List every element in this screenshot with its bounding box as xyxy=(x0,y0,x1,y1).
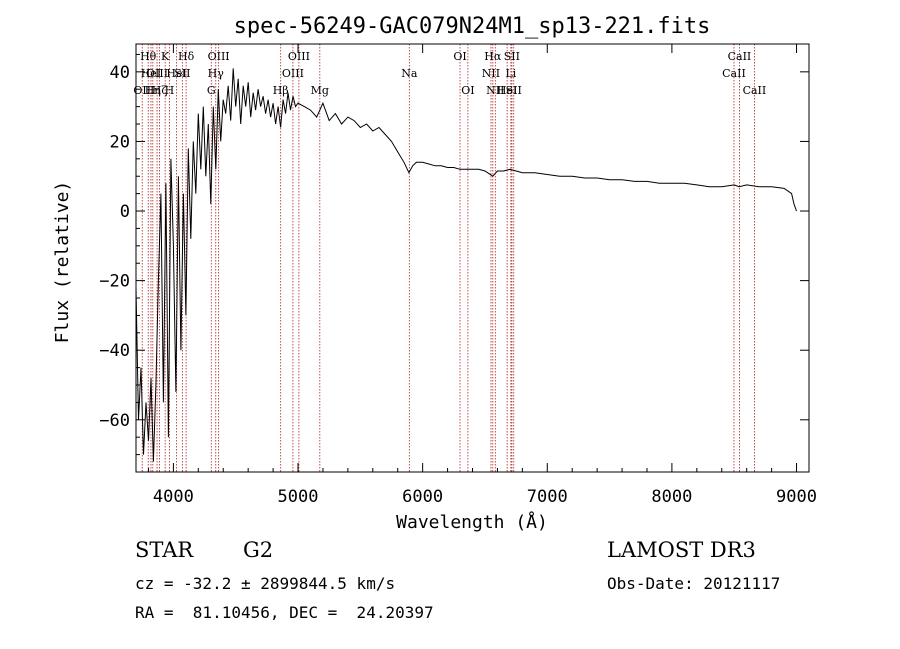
x-axis-ticks: 4000 5000 6000 7000 8000 9000 xyxy=(147,44,817,507)
line-label-9: SII xyxy=(174,67,190,80)
line-label-12: Hγ xyxy=(208,67,225,80)
plot-frame xyxy=(135,43,810,473)
line-label-17: Mg xyxy=(311,84,329,97)
y-tick-label-4: 20 xyxy=(110,132,130,152)
line-label-3: Hη xyxy=(145,84,161,97)
emission-line-markers xyxy=(141,44,755,472)
line-label-25: SII xyxy=(504,50,520,63)
redshift-cz: cz = -32.2 ± 2899844.5 km/s xyxy=(135,574,396,593)
object-class: STAR xyxy=(135,538,194,562)
line-label-15: OIII xyxy=(282,67,304,80)
line-label-20: OI xyxy=(461,84,474,97)
line-label-23: NII xyxy=(486,84,504,97)
x-axis-label: Wavelength (Å) xyxy=(396,511,548,533)
line-label-13: OIII xyxy=(208,50,230,63)
y-tick-label-5: 40 xyxy=(110,63,130,83)
ra-dec: RA = 81.10456, DEC = 24.20397 xyxy=(135,603,434,622)
chart-title: spec-56249-GAC079N24M1_sp13-221.fits xyxy=(234,14,711,39)
x-tick-label-4: 8000 xyxy=(651,487,692,507)
line-label-30: CaII xyxy=(743,84,767,97)
y-tick-label-2: −20 xyxy=(99,272,130,292)
observation-date: Obs-Date: 20121117 xyxy=(607,574,781,593)
y-tick-label-3: 0 xyxy=(120,202,130,222)
survey-name: LAMOST DR3 xyxy=(607,538,756,562)
line-label-11: G xyxy=(207,84,216,97)
line-label-6: K xyxy=(161,50,170,63)
x-tick-label-0: 4000 xyxy=(153,487,194,507)
line-label-8: HeI xyxy=(166,67,186,80)
line-label-28: CaII xyxy=(722,67,746,80)
line-label-1: Hθ xyxy=(140,50,157,63)
line-label-5: Hζ xyxy=(152,84,168,97)
line-label-19: OI xyxy=(453,50,466,63)
line-label-0: OII xyxy=(133,84,151,97)
y-axis-label: Flux (relative) xyxy=(52,181,73,344)
x-tick-label-1: 5000 xyxy=(278,487,319,507)
y-tick-label-0: −60 xyxy=(99,411,130,431)
line-label-2: HeI xyxy=(141,67,161,80)
x-tick-label-5: 9000 xyxy=(776,487,817,507)
line-label-29: CaII xyxy=(728,50,752,63)
line-label-21: NII xyxy=(482,67,500,80)
object-subclass: G2 xyxy=(243,538,274,562)
emission-line-labels: OIIHθHeIHηOIIIHζKHHeISIIHδGHγOIIIHβOIIIO… xyxy=(133,50,766,97)
line-label-26: Li xyxy=(505,67,516,80)
line-label-10: Hδ xyxy=(178,50,195,63)
line-label-4: OIII xyxy=(146,67,168,80)
line-label-16: OIII xyxy=(288,50,310,63)
x-tick-label-2: 6000 xyxy=(402,487,443,507)
line-label-18: Na xyxy=(401,67,418,80)
spectrum-line xyxy=(135,68,797,462)
x-tick-label-3: 7000 xyxy=(527,487,568,507)
line-label-24: HeI xyxy=(497,84,517,97)
line-label-27: SII xyxy=(506,84,522,97)
line-label-22: Hα xyxy=(484,50,502,63)
y-axis-ticks: −60 −40 −20 0 20 40 xyxy=(99,53,809,456)
line-label-7: H xyxy=(165,84,175,97)
line-label-14: Hβ xyxy=(273,84,289,97)
y-tick-label-1: −40 xyxy=(99,341,130,361)
